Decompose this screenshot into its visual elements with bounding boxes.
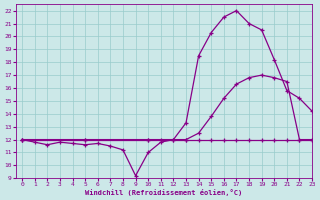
X-axis label: Windchill (Refroidissement éolien,°C): Windchill (Refroidissement éolien,°C) [85,189,243,196]
